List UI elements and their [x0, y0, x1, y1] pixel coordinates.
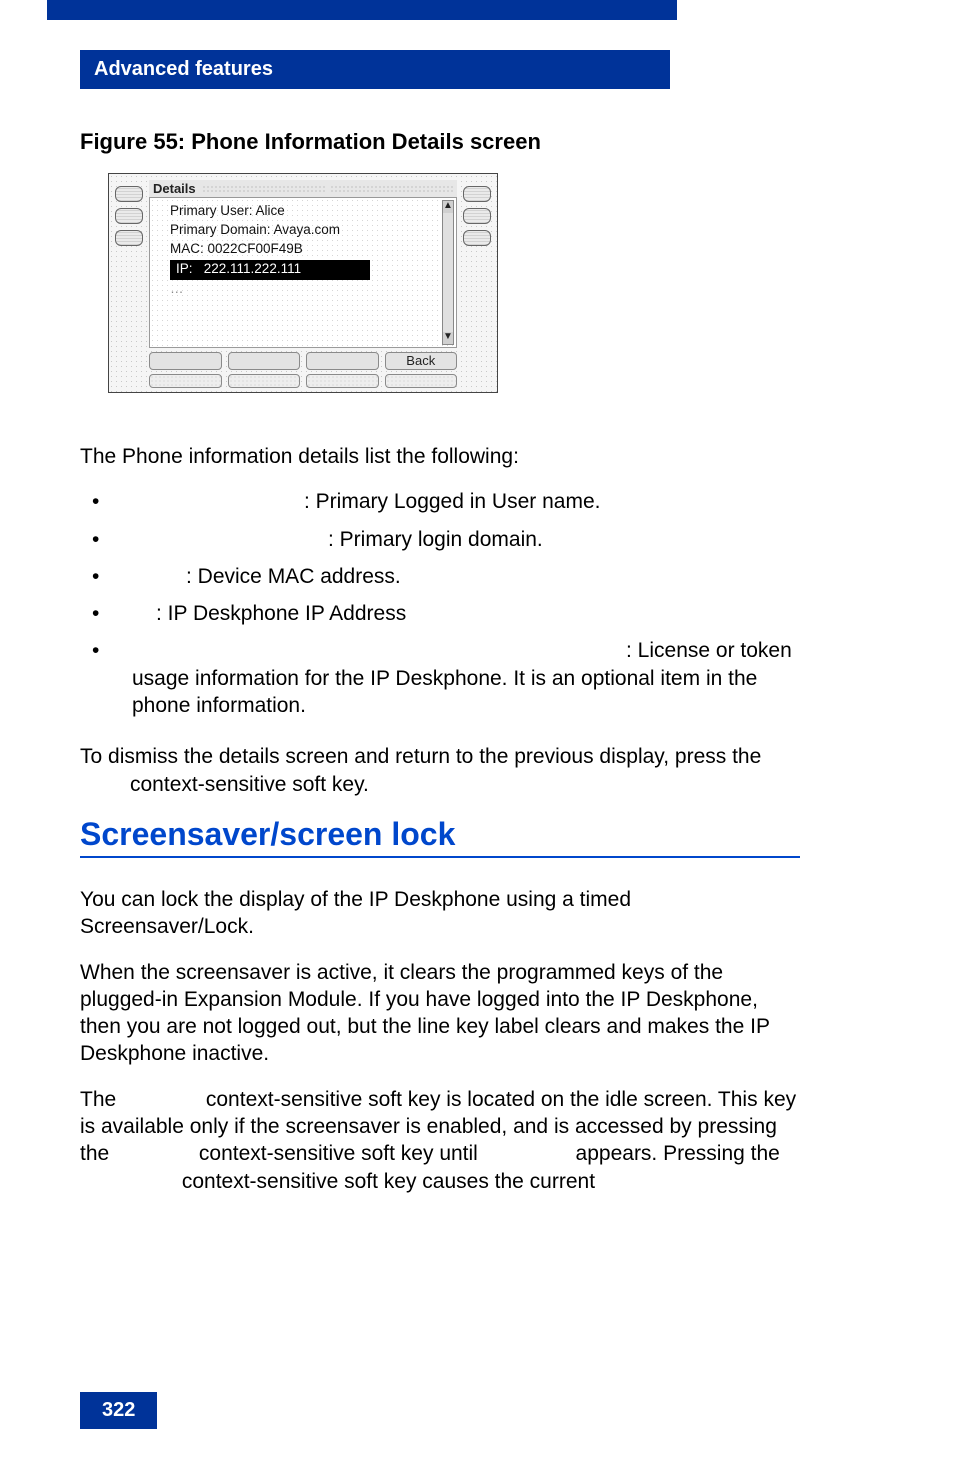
line-ellipsis: …: [170, 280, 450, 299]
phone-scrollbar[interactable]: ▲ ▼: [442, 200, 454, 345]
list-item-text: : IP Deskphone IP Address: [156, 602, 406, 625]
top-accent-bar: [47, 0, 677, 20]
line-mac: MAC: 0022CF00F49B: [170, 240, 450, 259]
p3-l4-pre: Pressing the: [663, 1142, 780, 1165]
line-ip-highlighted: IP: 222.111.222.111: [170, 260, 370, 280]
list-item: : License or token usage information for…: [80, 637, 800, 719]
dismiss-paragraph: To dismiss the details screen and return…: [80, 743, 800, 798]
list-item-text: : Primary login domain.: [328, 528, 543, 551]
list-item: : Primary Logged in User name.: [80, 488, 800, 515]
phone-bottom-keys: [149, 374, 457, 388]
list-item-lead: : License or token: [626, 639, 792, 662]
phone-titlebar: Details: [149, 180, 457, 198]
section-heading: Screensaver/screen lock: [80, 816, 800, 858]
list-item-continuation: usage information for the IP Deskphone. …: [132, 665, 800, 720]
details-bullet-list: : Primary Logged in User name. : Primary…: [80, 488, 800, 719]
linekey: [115, 186, 143, 202]
dismiss-line2: context-sensitive soft key.: [130, 773, 369, 796]
bottom-key: [228, 374, 301, 388]
phone-body: Primary User: Alice Primary Domain: Avay…: [149, 198, 457, 348]
dismiss-line1: To dismiss the details screen and return…: [80, 745, 761, 768]
phone-softkey-row: Back: [149, 352, 457, 370]
softkey-back[interactable]: Back: [385, 352, 458, 370]
line-primary-domain: Primary Domain: Avaya.com: [170, 221, 450, 240]
scroll-up-icon[interactable]: ▲: [443, 201, 453, 213]
bottom-key: [149, 374, 222, 388]
bottom-key: [306, 374, 379, 388]
p3-l3-mid: context-sensitive soft key until: [199, 1142, 478, 1165]
phone-main-area: Details Primary User: Alice Primary Doma…: [149, 180, 457, 388]
page-number: 322: [80, 1392, 157, 1429]
linekey: [115, 230, 143, 246]
bottom-key: [385, 374, 458, 388]
page-content: Advanced features Figure 55: Phone Infor…: [80, 50, 800, 1213]
linekey: [463, 230, 491, 246]
figure-caption: Figure 55: Phone Information Details scr…: [80, 129, 800, 155]
section-header-bar: Advanced features: [80, 50, 670, 89]
body-p3: The context-sensitive soft key is locate…: [80, 1086, 800, 1195]
phone-title: Details: [149, 181, 200, 196]
phone-right-linekeys: [461, 180, 491, 388]
linekey: [463, 186, 491, 202]
list-item: : IP Deskphone IP Address: [80, 600, 800, 627]
linekey: [115, 208, 143, 224]
body-p1: You can lock the display of the IP Deskp…: [80, 886, 800, 941]
list-item-text: : Device MAC address.: [186, 565, 401, 588]
list-item-text: : Primary Logged in User name.: [304, 490, 600, 513]
scroll-down-icon[interactable]: ▼: [443, 332, 453, 344]
p3-l4-post: context-sensitive soft key causes the cu…: [182, 1170, 595, 1193]
titlebar-texture: [330, 185, 455, 193]
intro-paragraph: The Phone information details list the f…: [80, 443, 800, 470]
softkey-1[interactable]: [149, 352, 222, 370]
titlebar-texture: [202, 185, 327, 193]
linekey: [463, 208, 491, 224]
line-primary-user: Primary User: Alice: [170, 202, 450, 221]
p3-l1-post: context-sensitive soft key is located on…: [206, 1088, 758, 1111]
list-item: : Device MAC address.: [80, 563, 800, 590]
p3-l3-post: appears.: [576, 1142, 658, 1165]
list-item: : Primary login domain.: [80, 526, 800, 553]
softkey-2[interactable]: [228, 352, 301, 370]
phone-details-screenshot: Details Primary User: Alice Primary Doma…: [108, 173, 498, 393]
softkey-3[interactable]: [306, 352, 379, 370]
body-p2: When the screensaver is active, it clear…: [80, 959, 800, 1068]
p3-l1-pre: The: [80, 1088, 116, 1111]
phone-left-linekeys: [115, 180, 145, 388]
